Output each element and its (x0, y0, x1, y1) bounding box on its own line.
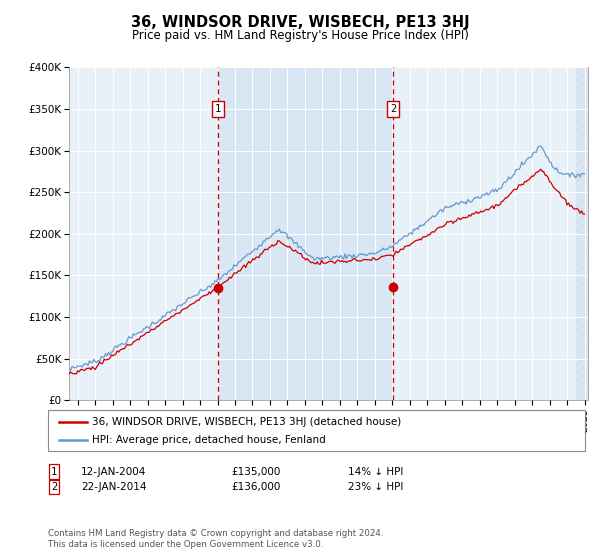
Text: Price paid vs. HM Land Registry's House Price Index (HPI): Price paid vs. HM Land Registry's House … (131, 29, 469, 42)
Text: 1: 1 (215, 104, 221, 114)
Text: 22-JAN-2014: 22-JAN-2014 (81, 482, 146, 492)
Text: 12-JAN-2004: 12-JAN-2004 (81, 466, 146, 477)
Text: 36, WINDSOR DRIVE, WISBECH, PE13 3HJ (detached house): 36, WINDSOR DRIVE, WISBECH, PE13 3HJ (de… (92, 417, 401, 427)
Text: Contains HM Land Registry data © Crown copyright and database right 2024.
This d: Contains HM Land Registry data © Crown c… (48, 529, 383, 549)
Text: 2: 2 (390, 104, 397, 114)
Bar (218, 67, 394, 400)
Text: 23% ↓ HPI: 23% ↓ HPI (348, 482, 403, 492)
Text: 14% ↓ HPI: 14% ↓ HPI (348, 466, 403, 477)
Text: 1: 1 (51, 466, 57, 477)
Text: 36, WINDSOR DRIVE, WISBECH, PE13 3HJ: 36, WINDSOR DRIVE, WISBECH, PE13 3HJ (131, 15, 469, 30)
Text: 2: 2 (51, 482, 57, 492)
Text: HPI: Average price, detached house, Fenland: HPI: Average price, detached house, Fenl… (92, 435, 326, 445)
Bar (576, 67, 588, 400)
Text: £136,000: £136,000 (231, 482, 280, 492)
Text: £135,000: £135,000 (231, 466, 280, 477)
